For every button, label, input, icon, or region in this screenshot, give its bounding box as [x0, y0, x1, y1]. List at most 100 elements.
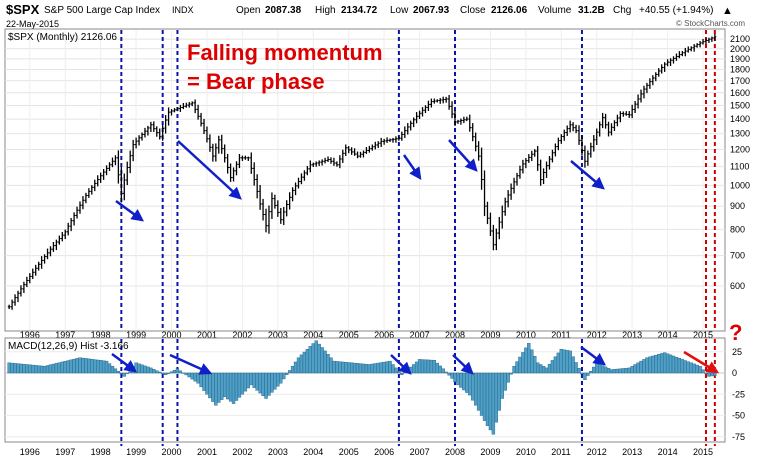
- price-bar: [618, 111, 622, 123]
- price-bar: [232, 167, 235, 182]
- price-bar: [506, 190, 510, 208]
- x-tick-label: 1997: [55, 447, 75, 457]
- histogram-bar: [320, 347, 324, 374]
- histogram-bar: [75, 358, 79, 374]
- histogram-bar: [533, 356, 537, 374]
- price-bar: [187, 102, 191, 108]
- x-tick-label: 2012: [587, 447, 607, 457]
- price-bars: [7, 33, 717, 310]
- price-bar: [317, 160, 321, 167]
- histogram-bar: [290, 366, 295, 374]
- x-tick-label: 2003: [268, 447, 288, 457]
- y-tick-label: 1700: [730, 76, 750, 86]
- histogram-bar: [116, 371, 121, 374]
- price-bar: [353, 148, 357, 156]
- histogram-bar: [559, 349, 563, 374]
- price-bar: [131, 139, 135, 162]
- price-bar: [692, 44, 696, 52]
- y-tick-label: 900: [730, 201, 745, 211]
- price-bar: [78, 201, 82, 214]
- price-bar: [359, 151, 362, 158]
- symbol-label: $SPX: [6, 2, 40, 17]
- histogram-bar: [299, 354, 304, 374]
- price-bar: [241, 155, 244, 161]
- price-bar: [193, 99, 197, 114]
- histogram-bar: [31, 364, 35, 374]
- price-bar: [10, 299, 14, 310]
- histogram-bar: [329, 357, 333, 374]
- histogram-bar: [98, 360, 103, 374]
- price-bar: [562, 129, 566, 141]
- x-tick-label: 2014: [658, 447, 678, 457]
- price-bar: [329, 157, 333, 164]
- histogram-bar: [612, 369, 617, 374]
- price-bar: [37, 261, 41, 271]
- histogram-bar: [671, 355, 676, 374]
- price-bar: [465, 116, 469, 122]
- price-bar: [335, 161, 339, 167]
- price-bar: [553, 143, 557, 157]
- price-bar: [415, 112, 419, 124]
- x-tick-label: 2013: [622, 447, 642, 457]
- histogram-bar: [296, 357, 301, 374]
- price-bar: [90, 185, 94, 195]
- histogram-bar: [547, 363, 552, 374]
- histogram-bar: [134, 362, 138, 374]
- price-bar: [675, 53, 678, 61]
- histogram-bar: [110, 366, 115, 374]
- histogram-bar: [84, 358, 88, 374]
- y-tick-label: 600: [730, 281, 745, 291]
- histogram-bar: [429, 359, 434, 374]
- histogram-bar: [541, 366, 546, 374]
- price-bar: [285, 200, 289, 217]
- histogram-bar: [101, 360, 106, 374]
- price-bar: [140, 132, 144, 141]
- price-bar: [238, 153, 241, 169]
- histogram-bar: [574, 362, 578, 374]
- histogram-bar: [45, 365, 50, 374]
- price-bar: [52, 242, 55, 252]
- histogram-bar: [385, 361, 389, 374]
- histogram-bar: [352, 362, 357, 374]
- histogram-bar: [447, 372, 451, 376]
- price-bar: [344, 144, 348, 157]
- price-bar: [338, 155, 342, 169]
- price-bar: [666, 59, 669, 67]
- arrow-icon: [570, 160, 605, 190]
- x-tick-label: 2011: [551, 330, 570, 340]
- x-tick-label: 1998: [91, 447, 111, 457]
- price-bar: [624, 111, 628, 116]
- histogram-bar: [66, 360, 70, 374]
- price-bar: [427, 100, 430, 111]
- histogram-bar: [208, 372, 212, 399]
- price-bar: [220, 134, 224, 154]
- histogram-bar: [500, 372, 504, 399]
- histogram-bar: [146, 366, 150, 374]
- histogram-bar: [583, 372, 587, 381]
- histogram-bar: [302, 351, 307, 374]
- price-legend: $SPX (Monthly) 2126.06: [8, 32, 117, 43]
- histogram-bar: [220, 372, 224, 400]
- price-bar: [548, 156, 551, 170]
- price-bar: [303, 170, 306, 181]
- price-bar: [255, 174, 259, 199]
- histogram-bar: [255, 372, 259, 391]
- price-bar: [695, 43, 699, 48]
- x-tick-label: 1996: [20, 447, 40, 457]
- exchange-label: INDX: [172, 5, 194, 15]
- price-bar: [40, 256, 44, 269]
- price-bar: [311, 162, 315, 167]
- histogram-bar: [246, 372, 250, 389]
- low-value: 2067.93: [413, 5, 450, 16]
- histogram-bar: [468, 372, 472, 396]
- histogram-bar: [249, 372, 253, 386]
- histogram-bar: [193, 372, 197, 382]
- price-bar: [412, 117, 416, 128]
- price-bar: [176, 107, 179, 112]
- price-bar: [323, 157, 327, 164]
- histogram-bar: [335, 361, 339, 374]
- price-bar: [229, 163, 232, 182]
- y-tick-label: 2000: [730, 44, 750, 54]
- price-bar: [184, 102, 188, 108]
- histogram-bar: [506, 372, 510, 383]
